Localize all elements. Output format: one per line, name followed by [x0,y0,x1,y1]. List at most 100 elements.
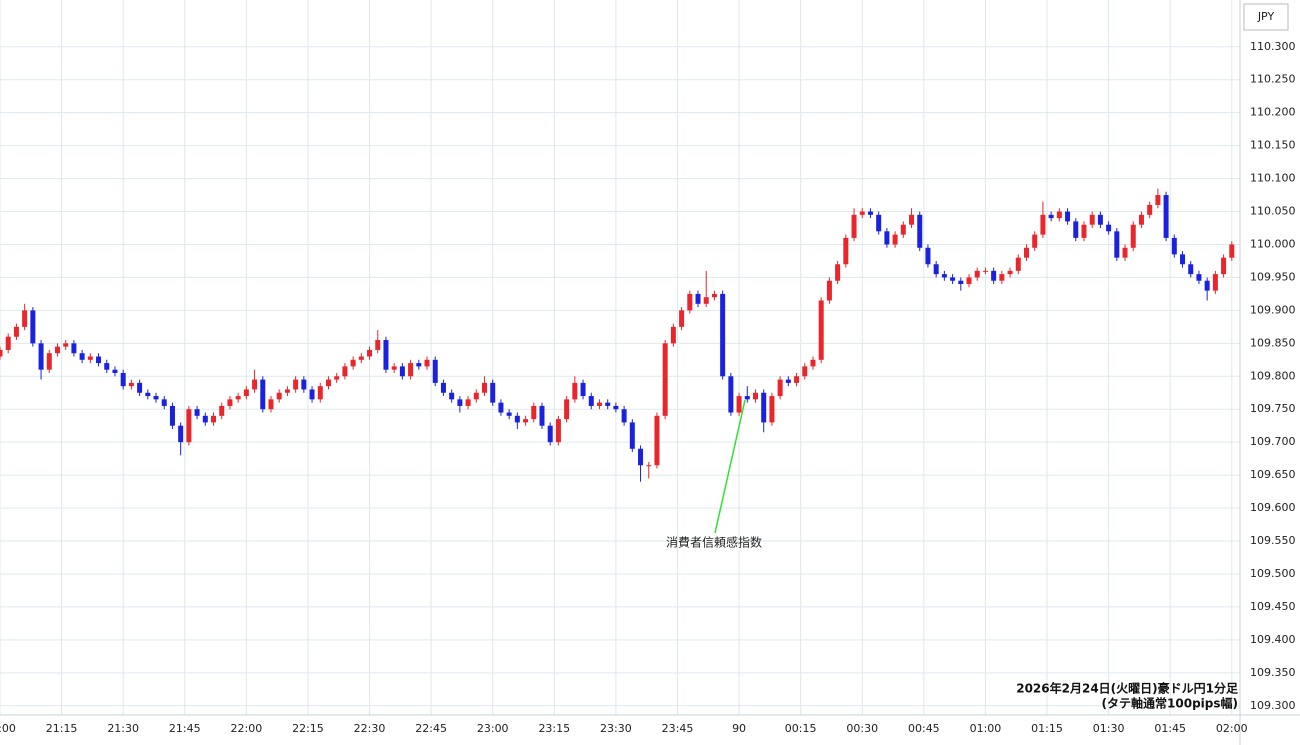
y-tick-label: 110.100 [1250,172,1296,185]
candle-body [449,392,455,400]
candle-body [547,425,553,443]
candle-body [752,392,758,400]
candle-body [465,399,471,406]
candle-body [79,353,85,360]
y-tick-label: 110.200 [1250,106,1296,119]
x-tick-label: 22:45 [415,722,447,735]
candle-body [941,274,947,278]
y-tick-label: 110.250 [1250,73,1296,86]
candle-body [0,349,3,357]
candle-body [687,293,693,311]
candle-body [843,237,849,265]
candle-body [1073,221,1079,238]
candle-body [1040,214,1046,235]
candle-body [112,369,118,373]
candle-body [564,399,570,420]
candle-body [785,379,791,383]
candle-body [120,372,126,387]
y-tick-label: 109.550 [1250,534,1296,547]
candle-body [1196,274,1202,281]
candle-body [966,277,972,285]
x-tick-label: 00:45 [908,722,940,735]
candle-body [728,376,734,413]
candle-body [284,389,290,393]
candle-body [1106,224,1112,232]
x-tick-label: 00:30 [846,722,878,735]
candle-body [1147,204,1153,215]
candle-body [1221,257,1227,275]
candle-body [383,340,389,370]
candle-body [679,310,685,327]
candle-body [1180,254,1186,265]
candle-body [482,382,488,393]
candle-body [703,297,709,304]
y-tick-label: 109.600 [1250,501,1296,514]
x-tick-label: 22:15 [292,722,324,735]
candle-body [243,389,249,397]
candle-body [769,396,775,423]
candle-body [104,363,110,370]
candle-body [720,293,726,377]
y-tick-label: 110.050 [1250,205,1296,218]
x-tick-label: 01:00 [970,722,1002,735]
candle-body [367,349,373,357]
y-tick-label: 110.300 [1250,40,1296,53]
candle-body [851,214,857,238]
y-tick-label: 110.150 [1250,139,1296,152]
candle-body [399,366,405,377]
y-tick-label: 109.300 [1250,699,1296,712]
x-tick-label: 21:45 [169,722,201,735]
candle-body [440,382,446,393]
y-tick-label: 109.800 [1250,369,1296,382]
candle-body [1171,237,1177,255]
x-tick-label: 01:15 [1031,722,1063,735]
candle-body [761,392,767,423]
candle-body [252,379,258,390]
candle-body [909,214,915,225]
candle-body [1138,214,1144,225]
y-tick-label: 109.650 [1250,468,1296,481]
candle-body [744,396,750,400]
candle-body [900,224,906,235]
candle-body [1212,274,1218,291]
candle-body [523,419,529,423]
grid [0,0,1240,715]
candle-body [334,376,340,380]
candle-body [1056,211,1062,219]
x-tick-label: 90 [732,722,746,735]
candle-body [22,310,28,327]
candle-body [408,363,414,377]
candle-body [169,405,175,426]
x-tick-label: 23:45 [662,722,694,735]
candle-body [876,214,882,232]
y-tick-label: 109.900 [1250,303,1296,316]
y-tick-label: 109.850 [1250,336,1296,349]
candle-body [596,402,602,406]
x-tick-label: 00:15 [785,722,817,735]
footer-line: (タテ軸通常100pips幅) [1102,696,1238,711]
candle-body [917,214,923,248]
footer-line: 2026年2月24日(火曜日)豪ドル円1分足 [1016,681,1238,696]
y-tick-label: 109.500 [1250,567,1296,580]
candle-body [950,277,956,281]
candle-body [925,247,931,265]
candle-body [1229,244,1235,258]
x-tick-label: 21:15 [46,722,78,735]
candle-body [432,359,438,383]
candle-body [202,415,208,423]
candle-body [1007,270,1013,275]
candle-body [859,211,865,215]
candle-body [835,264,841,281]
candle-body [638,448,644,466]
candle-body [621,409,627,423]
candle-body [424,359,430,367]
candle-body [818,300,824,360]
candle-body [794,376,800,383]
x-tick-label: 21:30 [107,722,139,735]
x-tick-label: 01:45 [1154,722,1186,735]
candle-body [1114,231,1120,258]
candle-body [613,405,619,410]
candle-body [161,399,167,406]
candle-body [662,343,668,416]
